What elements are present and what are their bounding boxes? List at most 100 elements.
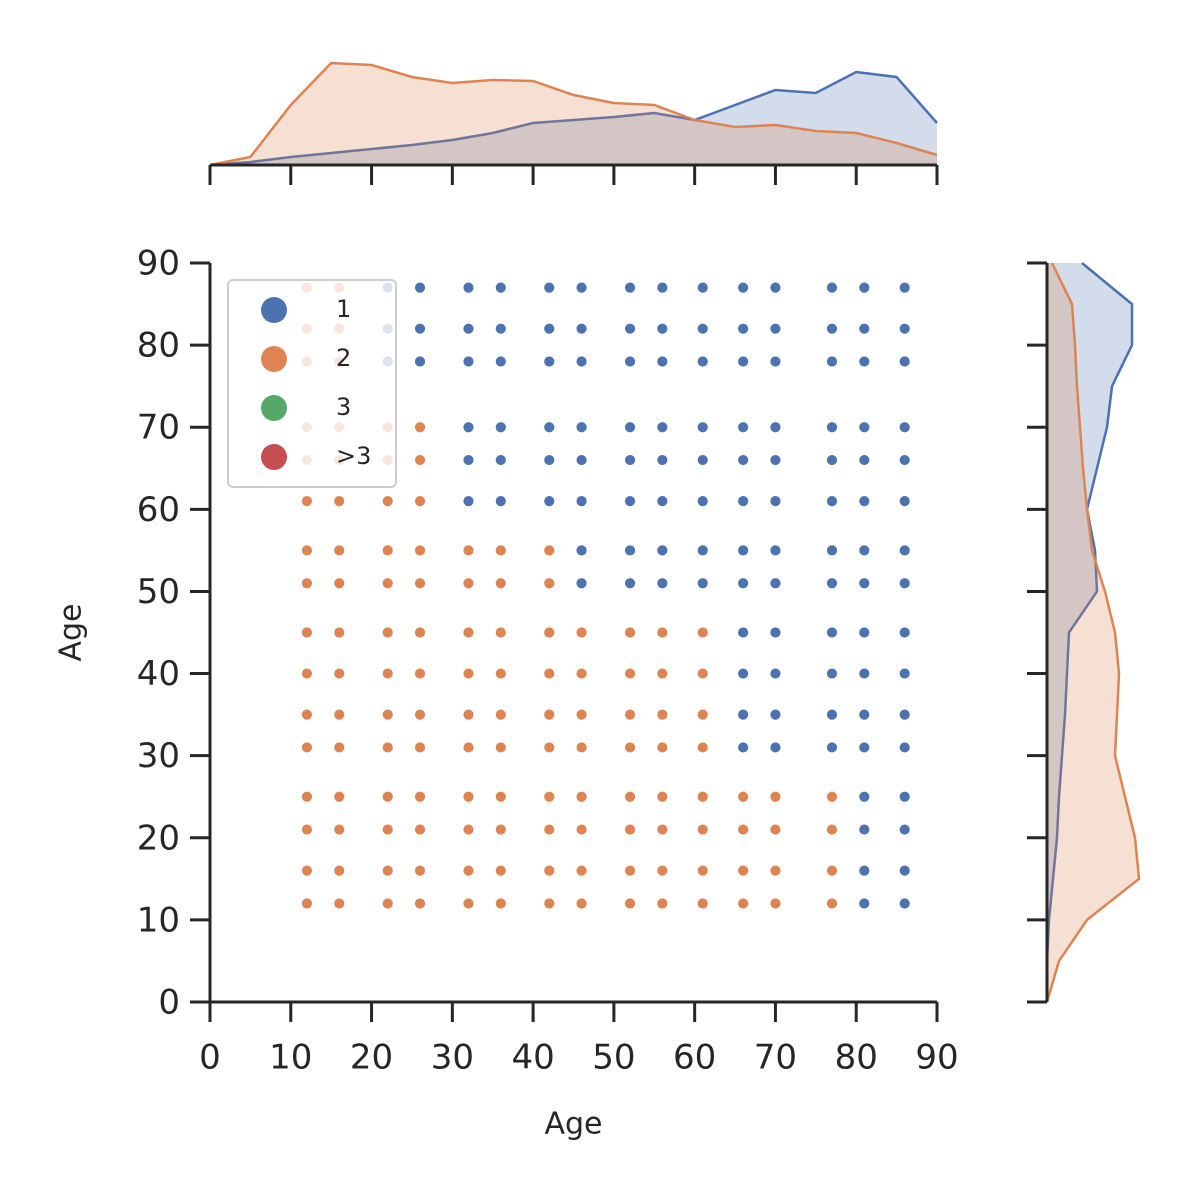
scatter-point xyxy=(462,864,475,877)
scatter-point xyxy=(381,897,394,910)
x-tick-label: 80 xyxy=(835,1038,878,1078)
scatter-point xyxy=(656,823,669,836)
scatter-point xyxy=(769,322,782,335)
legend-marker xyxy=(261,395,287,421)
scatter-point xyxy=(301,708,313,721)
scatter-point xyxy=(381,626,394,639)
legend-label: 2 xyxy=(336,344,351,372)
y-tick-label: 20 xyxy=(137,818,180,858)
scatter-point xyxy=(858,626,871,639)
scatter-point xyxy=(696,421,709,434)
scatter-point xyxy=(333,495,346,508)
scatter-point xyxy=(656,544,669,557)
scatter-point xyxy=(624,708,636,721)
scatter-point xyxy=(826,897,838,910)
scatter-point xyxy=(624,454,636,466)
scatter-point xyxy=(898,790,911,803)
scatter-point xyxy=(737,454,750,466)
x-tick-label: 50 xyxy=(592,1038,635,1078)
scatter-point xyxy=(898,355,911,368)
scatter-point xyxy=(494,454,507,466)
scatter-point xyxy=(624,495,636,508)
scatter-point xyxy=(575,544,588,557)
scatter-point xyxy=(858,544,871,557)
scatter-point xyxy=(696,823,709,836)
scatter-point xyxy=(624,626,636,639)
scatter-point xyxy=(656,577,669,590)
scatter-point xyxy=(737,421,750,434)
scatter-point xyxy=(462,790,475,803)
scatter-point xyxy=(769,544,782,557)
scatter-point xyxy=(858,741,871,754)
scatter-point xyxy=(301,823,313,836)
scatter-point xyxy=(543,626,556,639)
scatter-point xyxy=(575,667,588,680)
scatter-point xyxy=(543,897,556,910)
scatter-point xyxy=(696,454,709,466)
scatter-point xyxy=(462,626,475,639)
scatter-point xyxy=(737,355,750,368)
scatter-point xyxy=(656,322,669,335)
scatter-point xyxy=(333,708,346,721)
scatter-point xyxy=(656,495,669,508)
scatter-point xyxy=(769,708,782,721)
scatter-point xyxy=(624,544,636,557)
scatter-point xyxy=(696,667,709,680)
scatter-point xyxy=(301,495,313,508)
scatter-point xyxy=(381,544,394,557)
legend-marker xyxy=(261,444,287,470)
scatter-point xyxy=(575,741,588,754)
scatter-point xyxy=(858,667,871,680)
x-axis-label: Age xyxy=(544,1107,602,1142)
scatter-point xyxy=(769,897,782,910)
scatter-point xyxy=(462,708,475,721)
scatter-point xyxy=(543,495,556,508)
scatter-point xyxy=(462,421,475,434)
scatter-point xyxy=(898,708,911,721)
x-tick-label: 40 xyxy=(511,1038,554,1078)
scatter-point xyxy=(737,897,750,910)
scatter-point xyxy=(737,823,750,836)
legend-box xyxy=(227,279,397,488)
scatter-point xyxy=(381,708,394,721)
scatter-point xyxy=(826,667,838,680)
scatter-point xyxy=(769,577,782,590)
scatter-point xyxy=(414,544,426,557)
scatter-point xyxy=(826,864,838,877)
scatter-point xyxy=(898,667,911,680)
kde-line xyxy=(1045,262,1141,1003)
scatter-point xyxy=(381,667,394,680)
scatter-point xyxy=(414,495,426,508)
scatter-point xyxy=(494,281,507,294)
scatter-point xyxy=(696,741,709,754)
kde-area xyxy=(1047,263,1132,1002)
x-tick-label: 90 xyxy=(915,1038,958,1078)
scatter-point xyxy=(737,708,750,721)
scatter-point xyxy=(543,864,556,877)
scatter-point xyxy=(543,322,556,335)
scatter-point xyxy=(494,421,507,434)
scatter-point xyxy=(656,790,669,803)
scatter-point xyxy=(575,823,588,836)
scatter-point xyxy=(462,322,475,335)
scatter-point xyxy=(494,741,507,754)
scatter-point xyxy=(769,823,782,836)
scatter-point xyxy=(858,281,871,294)
scatter-point xyxy=(543,577,556,590)
scatter-point xyxy=(462,355,475,368)
scatter-point xyxy=(462,495,475,508)
scatter-point xyxy=(624,577,636,590)
scatter-point xyxy=(462,667,475,680)
scatter-point xyxy=(414,626,426,639)
scatter-point xyxy=(737,790,750,803)
y-tick-label: 50 xyxy=(137,572,180,612)
scatter-point xyxy=(414,897,426,910)
scatter-point xyxy=(543,741,556,754)
scatter-point xyxy=(333,626,346,639)
scatter-point xyxy=(826,421,838,434)
scatter-point xyxy=(301,544,313,557)
scatter-point xyxy=(624,897,636,910)
scatter-point xyxy=(696,708,709,721)
x-tick-label: 20 xyxy=(350,1038,393,1078)
scatter-point xyxy=(737,626,750,639)
